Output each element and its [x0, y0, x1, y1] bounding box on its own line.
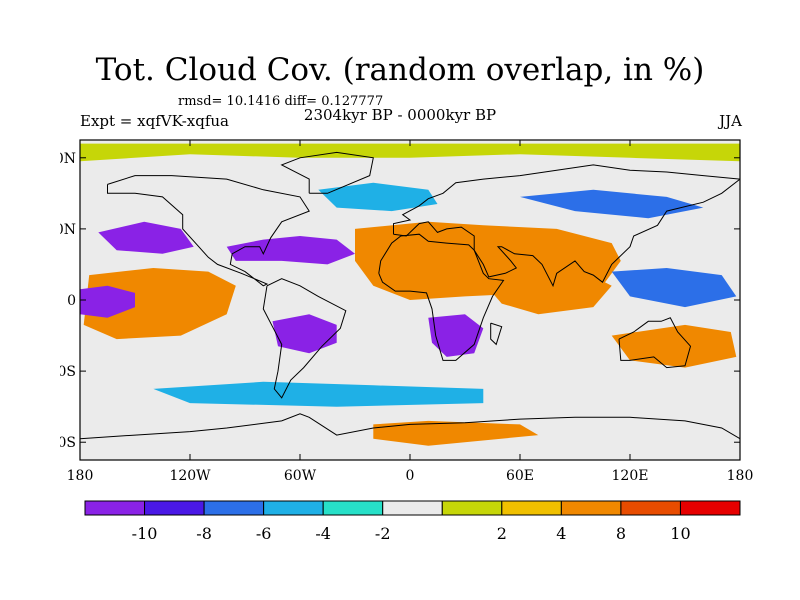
region-southern-cyan — [153, 381, 484, 407]
coast-madagascar — [490, 322, 503, 346]
lon-tick-label: 0 — [406, 468, 415, 480]
lon-tick-label: 180 — [67, 468, 94, 480]
lon-tick-label: 120E — [612, 468, 649, 480]
region-east-pacific-orange — [83, 268, 236, 340]
coast-greenland — [280, 151, 374, 194]
colorbar-swatch — [382, 500, 443, 516]
coast-europe-asia — [393, 164, 740, 288]
lat-tick-label: 40N — [60, 222, 76, 238]
coast-north-america — [107, 175, 310, 287]
region-antarctic-orange — [373, 420, 539, 446]
coast-antarctica — [80, 413, 740, 440]
colorbar-label: -8 — [196, 524, 212, 543]
colorbar-label: 2 — [497, 524, 507, 543]
coast-africa-eurasia — [378, 233, 505, 361]
colorbar-label: 8 — [616, 524, 626, 543]
season-label: JJA — [719, 112, 742, 130]
region-indian-ocean-orange — [483, 271, 612, 315]
coast-south-america — [262, 278, 347, 399]
lat-tick-label: 80S — [60, 435, 76, 451]
colorbar-label: -2 — [375, 524, 391, 543]
colorbar-swatch — [144, 500, 205, 516]
region-west-pacific-blue — [611, 268, 737, 308]
coastlines — [80, 151, 740, 440]
map-plot: 80N 40N 0 40S 80S 180 120W 60W 0 60E 120E 180 — [60, 139, 754, 480]
colorbar-swatch — [203, 500, 265, 516]
region-north-atlantic-cyan — [318, 182, 438, 212]
colorbar-swatch — [560, 500, 622, 516]
colorbar-label: -6 — [256, 524, 272, 543]
stats-label: rmsd= 10.1416 diff= 0.127777 — [178, 94, 384, 109]
colorbar-label: -4 — [315, 524, 331, 543]
colorbar-swatch — [263, 500, 324, 516]
colorbar-swatch — [322, 500, 384, 516]
lon-tick-label: 60W — [284, 468, 317, 480]
region-north-pacific-purple — [98, 221, 194, 254]
lon-tick-label: 180 — [727, 468, 754, 480]
colorbar-swatch — [501, 500, 562, 516]
region-south-africa-purple — [428, 314, 484, 357]
anomaly-regions — [80, 143, 740, 446]
colorbar-label: -10 — [132, 524, 158, 543]
colorbar-label: 4 — [556, 524, 566, 543]
lat-tick-label: 40S — [60, 364, 76, 380]
region-west-atlantic-purple — [226, 236, 355, 265]
lat-tick-label: 80N — [60, 151, 76, 167]
region-north-asia-blue — [520, 189, 704, 219]
period-subtitle: 2304kyr BP - 0000kyr BP — [303, 106, 497, 124]
colorbar-label: 10 — [670, 524, 690, 543]
region-central-pacific-purple — [80, 285, 135, 318]
coast-australia — [618, 317, 692, 369]
lon-tick-label: 120W — [169, 468, 211, 480]
colorbar-swatch — [441, 500, 503, 516]
region-arctic-yellow — [80, 143, 740, 162]
lat-tick-label: 0 — [67, 293, 76, 309]
colorbar-swatch — [84, 500, 146, 516]
region-south-pacific-orange — [611, 324, 737, 368]
colorbar-swatch — [620, 500, 681, 516]
region-south-america-purple — [272, 314, 337, 354]
lon-tick-label: 60E — [506, 468, 534, 480]
experiment-label: Expt = xqfVK-xqfua — [80, 112, 229, 130]
colorbar: -10 -8 -6 -4 -2 2 4 8 10 — [84, 500, 741, 543]
plot-title: Tot. Cloud Cov. (random overlap, in %) — [95, 52, 705, 88]
colorbar-swatch — [679, 500, 741, 516]
